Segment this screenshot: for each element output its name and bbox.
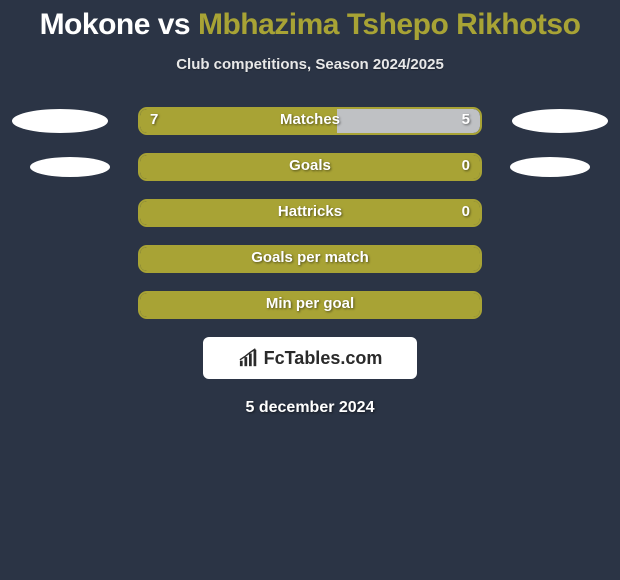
stat-left-value: 7 [150, 107, 158, 135]
stat-label: Hattricks [0, 199, 620, 225]
stat-row: Hattricks0 [0, 199, 620, 227]
logo-card: FcTables.com [203, 337, 417, 379]
vs-text: vs [158, 8, 190, 41]
player1-name: Mokone [40, 8, 150, 41]
stat-right-value: 5 [462, 107, 470, 135]
chart-icon [238, 348, 260, 368]
stat-right-value: 0 [462, 153, 470, 181]
stat-label: Min per goal [0, 291, 620, 317]
stat-label: Matches [0, 107, 620, 133]
stats-container: Matches75Goals0Hattricks0Goals per match… [0, 107, 620, 319]
player2-name: Mbhazima Tshepo Rikhotso [198, 8, 580, 41]
stat-label: Goals per match [0, 245, 620, 271]
stat-row: Matches7 5 [0, 107, 620, 135]
date-text: 5 december 2024 [0, 399, 620, 417]
stat-right-value: 0 [462, 199, 470, 227]
comparison-title: Mokone vs Mbhazima Tshepo Rikhotso [0, 0, 620, 42]
stat-row: Min per goal [0, 291, 620, 319]
subtitle: Club competitions, Season 2024/2025 [0, 56, 620, 73]
stat-row: Goals per match [0, 245, 620, 273]
stat-row: Goals0 [0, 153, 620, 181]
stat-label: Goals [0, 153, 620, 179]
logo-text: FcTables.com [264, 348, 383, 369]
